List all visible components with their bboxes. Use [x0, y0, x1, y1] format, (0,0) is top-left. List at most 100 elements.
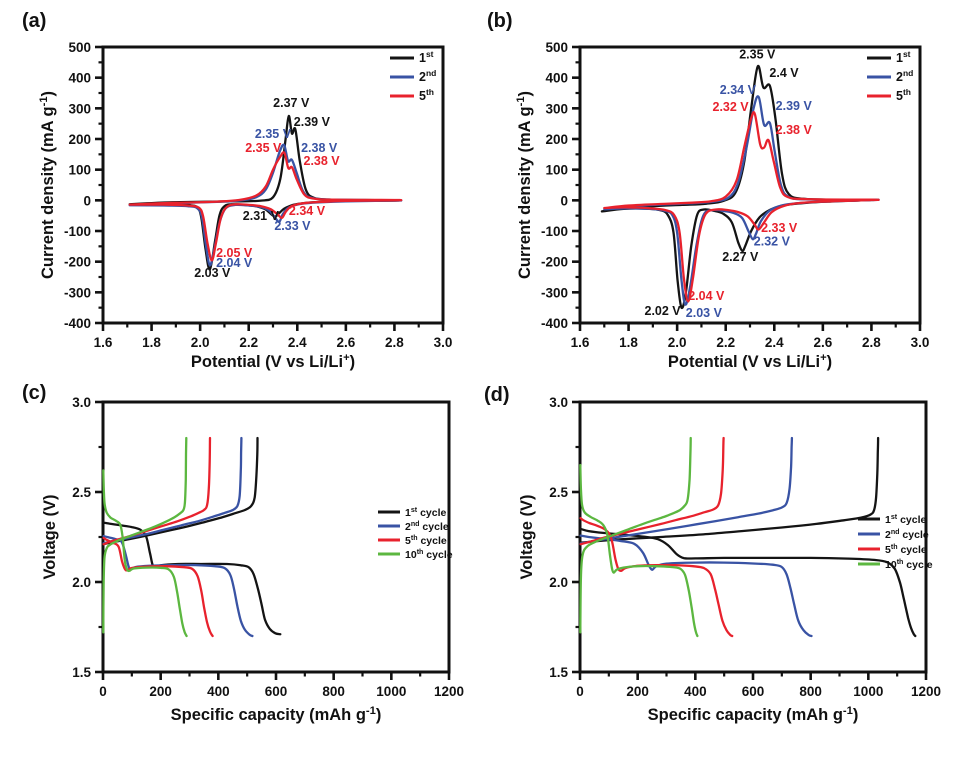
y-axis: -400 -300 -200 -100 0 100 200 300 400 500 Current …: [515, 40, 580, 331]
peak-annotation: 2.27 V: [722, 250, 759, 264]
x-tick-label: 1200: [911, 684, 941, 699]
x-tick-label: 1000: [376, 684, 406, 699]
x-tick-label: 1.8: [619, 335, 638, 350]
series-charge-2: [102, 436, 243, 545]
x-tick-label: 1000: [853, 684, 883, 699]
legend-item-label: 2nd cycle: [405, 520, 449, 533]
x-tick-label: 0: [99, 684, 107, 699]
y-tick-label: 400: [545, 71, 568, 86]
series-discharge-5: [579, 516, 734, 638]
series-discharge-10: [579, 463, 699, 638]
panel-b: 1.6 1.8 2.0 2.2 2.4 2.6 2.8 3.0 Potential (V vs …: [477, 0, 954, 379]
y-tick-label: 500: [68, 40, 91, 55]
x-axis-title: Potential (V vs Li/Li+): [191, 352, 355, 371]
series-cycle-5: [128, 151, 403, 262]
x-axis: 0 200 400 600 800 1000 1200 Specific capacity (…: [576, 672, 941, 724]
legend-item-label: 10th cycle: [405, 548, 453, 561]
y-tick-label: 300: [545, 101, 568, 116]
y-tick-label: 2.0: [72, 575, 91, 590]
legend: 1st 2nd 5th: [390, 49, 436, 103]
legend: 1st cycle 2nd cycle 5th cycle 10th cycle: [858, 513, 933, 571]
y-tick-label: -300: [541, 285, 568, 300]
y-tick-label: -100: [541, 224, 568, 239]
y-tick-label: 0: [560, 193, 568, 208]
peak-annotation: 2.33 V: [761, 221, 798, 235]
series-group: [600, 64, 880, 310]
y-tick-label: 200: [68, 132, 91, 147]
peak-annotation: 2.03 V: [686, 306, 723, 320]
legend-item-label: 5th: [896, 87, 911, 103]
series-charge-10: [579, 436, 692, 634]
y-axis-title: Voltage (V): [41, 495, 59, 580]
plot-frame: [101, 400, 451, 674]
x-tick-label: 800: [322, 684, 345, 699]
legend-item-label: 1st cycle: [405, 506, 447, 519]
x-tick-label: 2.4: [765, 335, 784, 350]
panel-a: 1.6 1.8 2.0 2.2 2.4 2.6 2.8 3.0 Potential (V vs …: [0, 0, 477, 379]
y-tick-label: 200: [545, 132, 568, 147]
peak-annotation: 2.38 V: [301, 141, 338, 155]
y-tick-label: 400: [68, 71, 91, 86]
legend: 1st 2nd 5th: [867, 49, 913, 103]
voltage-profile-chart-d: 0 200 400 600 800 1000 1200 Specific capacity (…: [518, 395, 941, 724]
x-tick-label: 1200: [434, 684, 464, 699]
peak-annotation: 2.35 V: [739, 48, 776, 62]
x-tick-label: 3.0: [434, 335, 453, 350]
legend-item-label: 1st: [419, 49, 434, 65]
series-discharge-2: [102, 534, 254, 638]
y-tick-label: 100: [68, 163, 91, 178]
x-tick-label: 3.0: [911, 335, 930, 350]
series-charge-1: [102, 436, 259, 546]
legend-item-label: 5th: [419, 87, 434, 103]
y-tick-label: 1.5: [549, 665, 568, 680]
peak-annotation: 2.35 V: [255, 127, 292, 141]
peak-annotation: 2.4 V: [769, 66, 799, 80]
panel-d-label: (d): [484, 384, 510, 406]
voltage-profile-chart-c: 0 200 400 600 800 1000 1200 Specific capacity (…: [41, 395, 464, 724]
x-tick-label: 2.2: [239, 335, 258, 350]
legend-item-label: 2nd cycle: [885, 528, 929, 541]
peak-annotation: 2.37 V: [273, 96, 310, 110]
peak-annotation: 2.05 V: [216, 246, 253, 260]
cv-chart-b: 1.6 1.8 2.0 2.2 2.4 2.6 2.8 3.0 Potential (V vs …: [515, 40, 930, 371]
x-axis-title: Potential (V vs Li/Li+): [668, 352, 832, 371]
panel-c: 0 200 400 600 800 1000 1200 Specific capacity (…: [0, 379, 477, 758]
y-tick-label: -200: [64, 255, 91, 270]
x-tick-label: 2.6: [813, 335, 832, 350]
peak-annotation: 2.39 V: [776, 99, 813, 113]
y-tick-label: -200: [541, 255, 568, 270]
x-tick-label: 1.6: [94, 335, 113, 350]
peak-annotation: 2.38 V: [304, 154, 341, 168]
peak-annotation: 2.33 V: [274, 219, 311, 233]
annotations: 2.35 V 2.4 V 2.34 V 2.32 V 2.39 V 2.38 V 2.33 …: [645, 48, 813, 320]
y-tick-label: 3.0: [549, 395, 568, 410]
peak-annotation: 2.04 V: [216, 256, 253, 270]
series-discharge-1: [579, 527, 917, 638]
y-tick-label: 2.0: [549, 575, 568, 590]
series-discharge-2: [579, 534, 813, 638]
x-axis: 1.6 1.8 2.0 2.2 2.4 2.6 2.8 3.0 Potential (V vs …: [94, 323, 453, 371]
x-tick-label: 600: [742, 684, 765, 699]
panel-b-label: (b): [487, 10, 513, 32]
series-cycle-5: [603, 111, 880, 303]
series-charge-5: [102, 436, 212, 546]
x-axis-title: Specific capacity (mAh g-1): [648, 705, 859, 724]
legend-item-label: 2nd: [896, 68, 913, 84]
legend-item-label: 5th cycle: [405, 534, 447, 547]
y-tick-label: -400: [64, 316, 91, 331]
series-group: [579, 436, 917, 638]
legend-item-label: 1st: [896, 49, 911, 65]
y-tick-label: 2.5: [72, 485, 91, 500]
series-group: [102, 436, 282, 638]
x-tick-label: 200: [626, 684, 649, 699]
y-tick-label: 100: [545, 163, 568, 178]
x-axis-title: Specific capacity (mAh g-1): [171, 705, 382, 724]
peak-annotation: 2.04 V: [688, 289, 725, 303]
y-axis: -400 -300 -200 -100 0 100 200 300 400 500 Current …: [38, 40, 103, 331]
x-tick-label: 400: [207, 684, 230, 699]
x-tick-label: 400: [684, 684, 707, 699]
y-axis-title: Voltage (V): [518, 495, 536, 580]
y-axis-title: Current density (mA g-1): [515, 91, 534, 279]
y-tick-label: 2.5: [549, 485, 568, 500]
